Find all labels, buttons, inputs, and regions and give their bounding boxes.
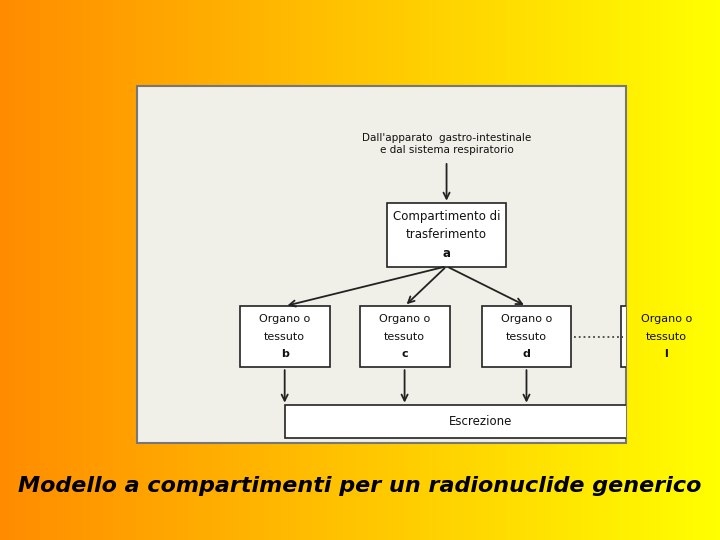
FancyBboxPatch shape bbox=[240, 306, 330, 367]
Text: Escrezione: Escrezione bbox=[449, 415, 512, 428]
Text: d: d bbox=[523, 349, 531, 359]
FancyBboxPatch shape bbox=[359, 306, 449, 367]
Text: b: b bbox=[281, 349, 289, 359]
Text: Organo o: Organo o bbox=[259, 314, 310, 325]
Text: Compartimento di: Compartimento di bbox=[393, 210, 500, 223]
Text: l: l bbox=[665, 349, 668, 359]
Text: tessuto: tessuto bbox=[384, 332, 425, 342]
Text: Organo o: Organo o bbox=[379, 314, 431, 325]
Text: trasferimento: trasferimento bbox=[406, 228, 487, 241]
FancyBboxPatch shape bbox=[482, 306, 572, 367]
Text: tessuto: tessuto bbox=[264, 332, 305, 342]
Text: tessuto: tessuto bbox=[646, 332, 687, 342]
Text: a: a bbox=[443, 247, 451, 260]
Text: Dall'apparato  gastro-intestinale
e dal sistema respiratorio: Dall'apparato gastro-intestinale e dal s… bbox=[362, 133, 531, 155]
Text: c: c bbox=[401, 349, 408, 359]
Text: Organo o: Organo o bbox=[641, 314, 692, 325]
Text: Organo o: Organo o bbox=[501, 314, 552, 325]
FancyBboxPatch shape bbox=[387, 203, 506, 267]
Text: Modello a compartimenti per un radionuclide generico: Modello a compartimenti per un radionucl… bbox=[18, 476, 702, 496]
FancyBboxPatch shape bbox=[284, 406, 676, 438]
FancyBboxPatch shape bbox=[621, 306, 711, 367]
Text: tessuto: tessuto bbox=[506, 332, 547, 342]
